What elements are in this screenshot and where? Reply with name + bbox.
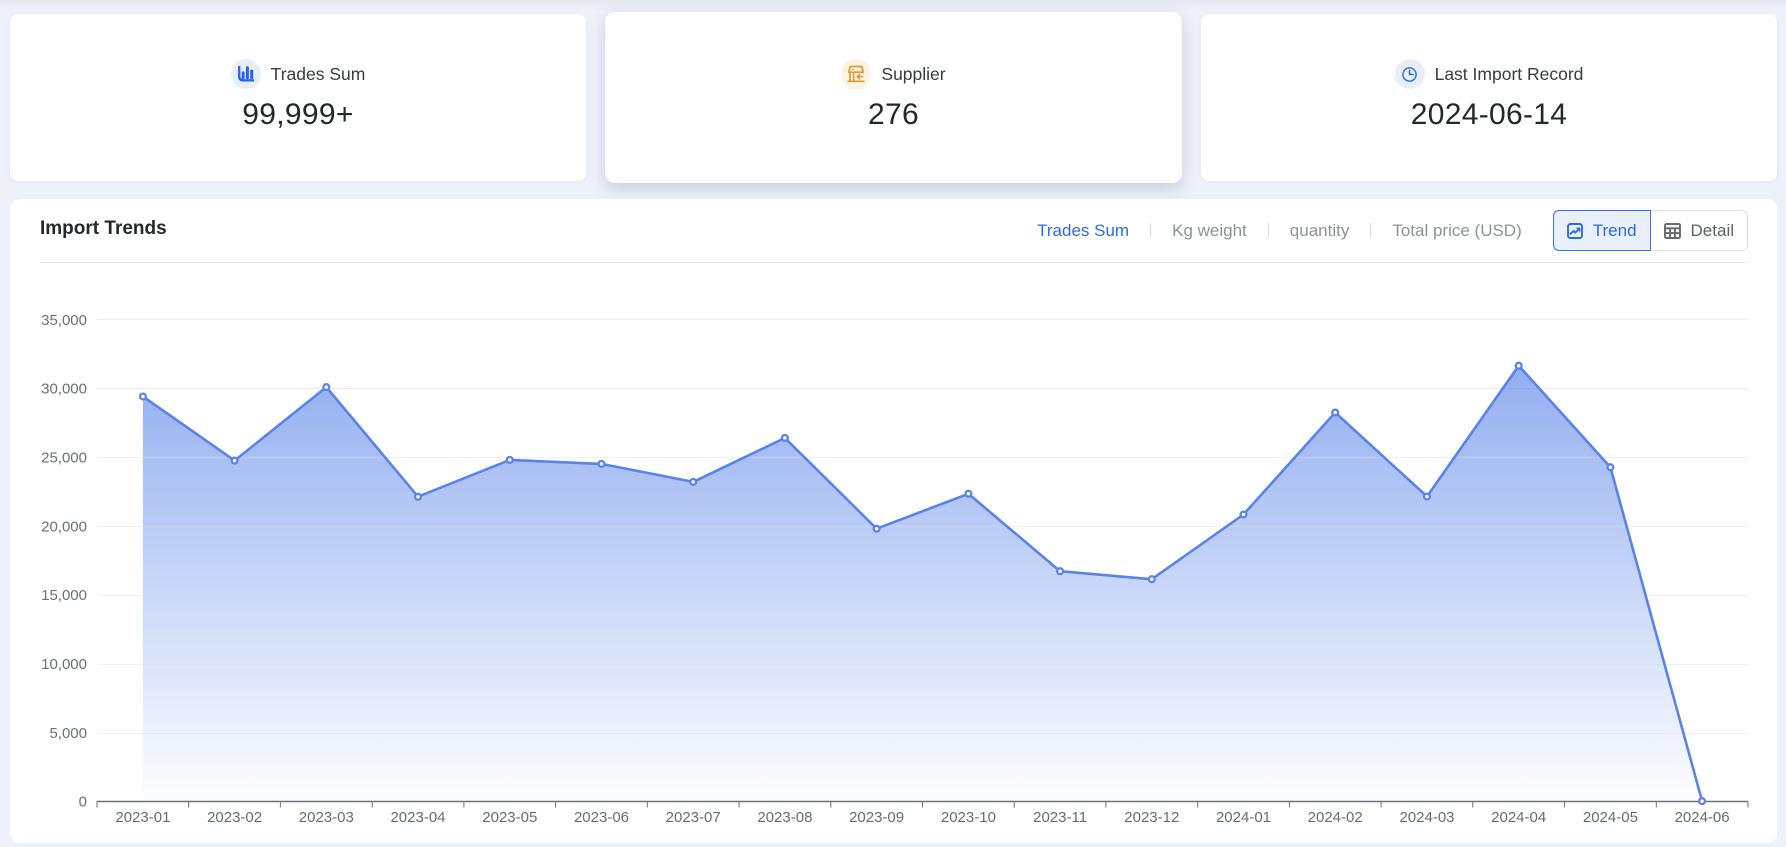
svg-text:2023-08: 2023-08 xyxy=(757,809,812,826)
svg-text:15,000: 15,000 xyxy=(41,587,87,604)
svg-text:2023-12: 2023-12 xyxy=(1124,809,1179,826)
svg-text:35,000: 35,000 xyxy=(41,312,87,329)
svg-text:2023-06: 2023-06 xyxy=(574,809,629,826)
svg-text:2023-01: 2023-01 xyxy=(115,809,170,826)
svg-text:2023-05: 2023-05 xyxy=(482,809,537,826)
svg-text:2024-06: 2024-06 xyxy=(1675,809,1730,826)
svg-text:30,000: 30,000 xyxy=(41,381,87,398)
svg-text:5,000: 5,000 xyxy=(49,725,87,742)
svg-text:2024-03: 2024-03 xyxy=(1399,809,1454,826)
svg-text:2023-02: 2023-02 xyxy=(207,809,262,826)
svg-text:2023-10: 2023-10 xyxy=(941,809,996,826)
svg-text:2023-07: 2023-07 xyxy=(666,809,721,826)
svg-text:2023-09: 2023-09 xyxy=(849,809,904,826)
svg-text:2023-04: 2023-04 xyxy=(390,809,445,826)
svg-text:2023-11: 2023-11 xyxy=(1033,809,1087,826)
svg-text:2024-04: 2024-04 xyxy=(1491,809,1546,826)
svg-text:2024-01: 2024-01 xyxy=(1216,809,1271,826)
svg-text:0: 0 xyxy=(79,794,87,811)
svg-text:2024-05: 2024-05 xyxy=(1583,809,1638,826)
svg-text:20,000: 20,000 xyxy=(41,518,87,535)
svg-text:2023-03: 2023-03 xyxy=(299,809,354,826)
svg-text:10,000: 10,000 xyxy=(41,656,87,673)
svg-text:25,000: 25,000 xyxy=(41,449,87,466)
svg-text:2024-02: 2024-02 xyxy=(1308,809,1363,826)
